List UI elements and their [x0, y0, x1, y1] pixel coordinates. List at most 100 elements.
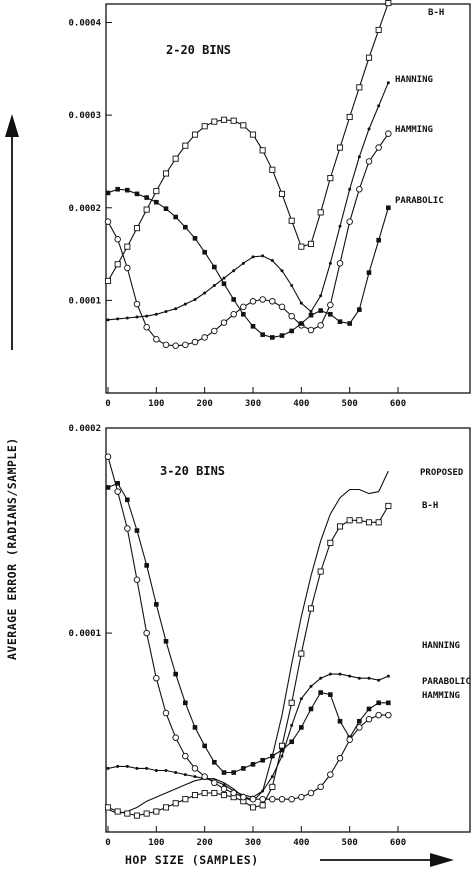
panel-2-20-bins: 2-20 BINS 0.0001 0.0002 0.0003 0.0004 0 100 2…: [68, 0, 471, 409]
data-point: [201, 334, 208, 341]
data-point: [375, 711, 382, 719]
x-axis-ticks: 0 100 200 300 400 500 600: [105, 826, 406, 848]
data-point: [367, 676, 371, 680]
data-point: [298, 243, 305, 250]
data-point: [375, 144, 382, 151]
data-point: [172, 155, 179, 162]
data-point: [162, 341, 170, 349]
data-point: [279, 747, 285, 753]
data-point: [259, 802, 266, 809]
series-label-b-h: B-H: [428, 8, 444, 18]
data-point: [106, 318, 110, 322]
data-point: [134, 191, 140, 197]
data-point: [240, 793, 247, 801]
data-point: [104, 804, 112, 811]
data-point: [365, 158, 373, 165]
series-hanning: HANNING: [106, 641, 460, 799]
series-line-b-h: [107, 2, 389, 282]
y-tick-label: 0.0001: [68, 629, 101, 639]
data-point: [222, 276, 226, 280]
data-point: [366, 270, 372, 275]
x-axis-title-group: HOP SIZE (SAMPLES): [125, 853, 454, 867]
data-point: [309, 309, 313, 313]
data-point: [211, 789, 218, 797]
data-point: [202, 249, 207, 255]
data-point: [279, 333, 285, 338]
data-point: [164, 768, 168, 772]
data-point: [280, 269, 284, 273]
data-point: [327, 175, 334, 182]
data-point: [270, 753, 275, 759]
data-point: [104, 453, 112, 460]
data-point: [220, 785, 228, 793]
data-point: [385, 130, 392, 137]
data-point: [154, 602, 159, 607]
data-point: [220, 792, 228, 799]
x-tick-label: 300: [245, 838, 261, 848]
data-point: [211, 118, 218, 125]
data-point: [386, 81, 390, 85]
data-point: [269, 166, 276, 173]
data-point: [365, 715, 373, 723]
series-label-parabolic: PARABOLIC: [422, 677, 471, 687]
data-point: [249, 795, 257, 803]
data-point: [288, 699, 295, 706]
data-point: [230, 789, 237, 797]
data-point: [183, 773, 187, 777]
data-point: [125, 764, 129, 768]
data-point: [172, 342, 179, 350]
panel-title: 2-20 BINS: [166, 43, 231, 57]
data-point: [105, 485, 111, 490]
series-label-proposed: PROPOSED: [420, 468, 464, 478]
x-tick-label: 100: [148, 399, 164, 409]
data-point: [299, 697, 303, 701]
data-point: [124, 243, 131, 250]
data-point: [338, 672, 342, 676]
y-tick-label: 0.0003: [68, 111, 101, 121]
series-line-hamming: [107, 456, 389, 800]
data-point: [317, 322, 324, 329]
data-point: [154, 199, 159, 205]
data-point: [336, 754, 344, 762]
data-point: [153, 188, 160, 195]
data-point: [317, 568, 324, 575]
data-point: [280, 754, 284, 758]
series-parabolic: PARABOLIC: [105, 186, 444, 340]
plot-area: PROPOSED B-H HANNING PARABOLIC HAMMING: [104, 453, 471, 819]
data-point: [269, 795, 276, 803]
data-point: [318, 690, 323, 695]
data-point: [193, 297, 197, 301]
series-b-h: B-H: [104, 501, 438, 819]
data-point: [346, 736, 353, 743]
data-point: [299, 321, 304, 326]
data-point: [143, 810, 150, 817]
data-point: [376, 237, 381, 243]
data-point: [240, 122, 247, 129]
data-point: [337, 319, 343, 324]
plot-area: B-H HANNING HAMMING PARABOLIC: [104, 0, 444, 350]
data-point: [319, 294, 323, 298]
data-point: [212, 264, 217, 270]
data-point: [346, 218, 353, 225]
data-point: [327, 301, 334, 309]
series-label-hanning: HANNING: [395, 75, 433, 85]
data-point: [143, 323, 150, 331]
data-point: [337, 718, 343, 724]
data-point: [153, 674, 160, 682]
x-tick-label: 500: [342, 399, 358, 409]
data-point: [319, 676, 323, 680]
data-point: [174, 771, 178, 775]
data-point: [270, 259, 274, 263]
data-point: [336, 144, 344, 151]
data-point: [153, 808, 160, 815]
data-point: [231, 770, 236, 775]
data-point: [183, 302, 187, 306]
data-point: [221, 770, 227, 775]
y-tick-label: 0.0002: [68, 424, 101, 434]
series-line-hanning: [107, 82, 389, 321]
data-point: [298, 793, 305, 801]
data-point: [299, 301, 303, 305]
data-point: [357, 307, 362, 312]
data-point: [260, 332, 265, 337]
